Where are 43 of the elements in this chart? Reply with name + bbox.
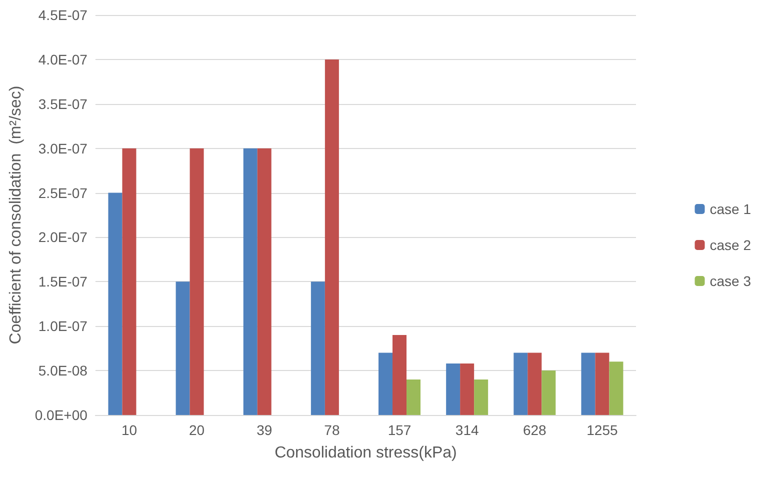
bar [310, 282, 325, 415]
bar [190, 148, 204, 415]
bar [378, 352, 393, 415]
legend-label: case 1 [710, 201, 752, 217]
y-tick-label: 2.0E-07 [38, 229, 88, 246]
x-tick-label: 157 [388, 422, 412, 438]
y-tick-label: 1.0E-07 [38, 318, 88, 334]
bar [122, 148, 136, 415]
bar [542, 370, 556, 415]
x-tick-label: 628 [522, 422, 547, 438]
y-axis-title: Coefficient of consolidation (m²/sec) [8, 86, 24, 344]
bar [595, 352, 610, 415]
bar [108, 192, 122, 415]
y-tick-label: 5.0E-08 [38, 362, 88, 379]
y-tick-label: 0.0E+00 [34, 407, 88, 423]
x-tick-label: 20 [189, 422, 205, 438]
legend-label: case 2 [710, 237, 752, 253]
y-tick-label: 4.0E-07 [38, 51, 88, 68]
bar [446, 363, 460, 415]
y-tick-label: 3.0E-07 [38, 140, 88, 156]
bar [514, 352, 528, 415]
y-tick-label: 3.5E-07 [38, 96, 88, 112]
y-tick-label: 4.5E-07 [38, 7, 88, 23]
x-axis-title: Consolidation stress(kPa) [274, 444, 457, 462]
bar [324, 59, 339, 415]
bar [176, 282, 190, 415]
bar [581, 352, 596, 415]
bar [392, 335, 407, 415]
bar [243, 148, 258, 415]
bar [257, 148, 272, 415]
x-tick-label: 1255 [586, 422, 618, 438]
x-tick-label: 10 [121, 422, 138, 438]
bar [474, 379, 488, 415]
bar [528, 352, 542, 415]
y-tick-label: 2.5E-07 [38, 184, 88, 201]
x-tick-label: 39 [256, 422, 272, 438]
bar [406, 379, 421, 415]
legend-label: case 3 [710, 273, 752, 289]
x-tick-label: 314 [455, 422, 479, 438]
bar [460, 363, 474, 415]
y-tick-label: 1.5E-07 [38, 274, 88, 290]
bar [609, 362, 624, 415]
x-tick-label: 78 [324, 422, 340, 438]
